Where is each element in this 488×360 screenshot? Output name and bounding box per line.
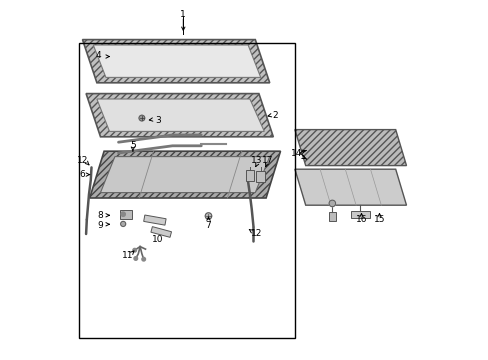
Text: 8: 8 [98,211,103,220]
Circle shape [121,221,125,226]
Text: 12: 12 [77,156,88,165]
Bar [245,170,254,181]
Text: 1: 1 [180,10,186,19]
Polygon shape [89,151,280,198]
Circle shape [133,248,136,252]
Text: 17: 17 [262,156,273,165]
Circle shape [139,115,144,121]
Text: 11: 11 [122,251,133,260]
Bar [151,227,171,237]
Bar [143,215,166,225]
Text: 15: 15 [373,215,385,224]
Text: 2: 2 [272,111,277,120]
Bar [120,210,132,219]
Polygon shape [93,45,260,77]
Text: 14: 14 [290,149,302,158]
Text: 12: 12 [251,230,262,239]
Circle shape [205,213,211,219]
Text: 7: 7 [205,220,211,230]
Circle shape [134,257,137,260]
Circle shape [121,212,125,216]
Text: 10: 10 [152,235,163,244]
Text: 16: 16 [355,215,366,224]
Text: 5: 5 [130,141,136,150]
Polygon shape [86,94,273,137]
Bar [328,212,335,221]
Circle shape [142,257,145,261]
Bar [350,211,370,218]
Text: 3: 3 [155,116,161,125]
Bar [79,43,294,338]
Text: 9: 9 [98,220,103,230]
Bar [256,171,264,182]
Polygon shape [294,130,406,166]
Polygon shape [101,157,269,193]
Text: 13: 13 [251,156,263,165]
Circle shape [328,200,335,207]
Polygon shape [97,99,264,131]
Text: 4: 4 [96,51,102,60]
Polygon shape [294,169,406,205]
Polygon shape [82,40,269,83]
Text: 6: 6 [80,170,85,179]
